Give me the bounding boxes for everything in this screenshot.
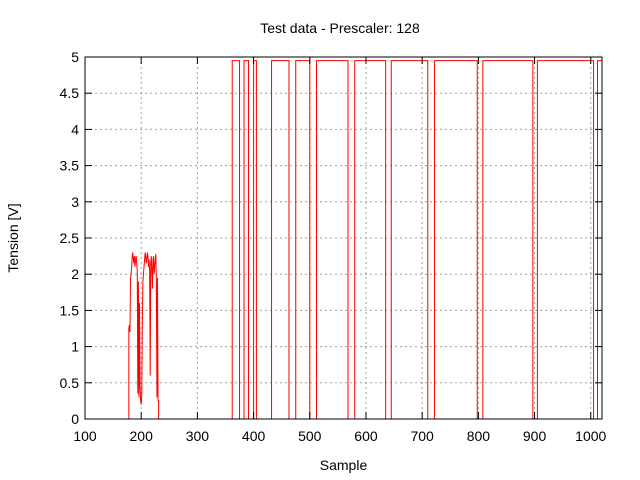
y-tick-label: 3 xyxy=(71,194,79,210)
series-line xyxy=(85,60,602,420)
x-tick-label: 600 xyxy=(354,428,378,444)
y-tick-label: 4 xyxy=(71,121,79,137)
y-tick-labels: 0 0.5 1 1.5 2 2.5 3 3.5 4 4.5 5 xyxy=(60,49,80,427)
ticks xyxy=(84,56,602,420)
x-tick-label: 800 xyxy=(467,428,491,444)
y-tick-label: 0 xyxy=(71,411,79,427)
x-tick-label: 400 xyxy=(242,428,266,444)
grid xyxy=(85,57,602,419)
y-tick-label: 0.5 xyxy=(60,375,80,391)
plot-frame xyxy=(84,56,603,420)
x-tick-label: 300 xyxy=(186,428,210,444)
x-tick-label: 100 xyxy=(73,428,97,444)
x-tick-label: 200 xyxy=(130,428,154,444)
x-axis-label: Sample xyxy=(320,457,368,473)
y-tick-label: 1.5 xyxy=(60,302,80,318)
x-tick-label: 900 xyxy=(523,428,547,444)
y-tick-label: 1 xyxy=(71,339,79,355)
y-tick-label: 5 xyxy=(71,49,79,65)
y-tick-label: 2 xyxy=(71,266,79,282)
y-tick-label: 3.5 xyxy=(60,158,80,174)
y-tick-label: 4.5 xyxy=(60,85,80,101)
x-tick-label: 1000 xyxy=(575,428,606,444)
y-axis-label: Tension [V] xyxy=(5,203,21,272)
series-layer xyxy=(85,60,602,420)
x-tick-labels: 100 200 300 400 500 600 700 800 900 1000 xyxy=(73,428,606,444)
chart-title: Test data - Prescaler: 128 xyxy=(260,20,420,36)
x-tick-label: 500 xyxy=(298,428,322,444)
y-tick-label: 2.5 xyxy=(60,230,80,246)
x-tick-label: 700 xyxy=(410,428,434,444)
